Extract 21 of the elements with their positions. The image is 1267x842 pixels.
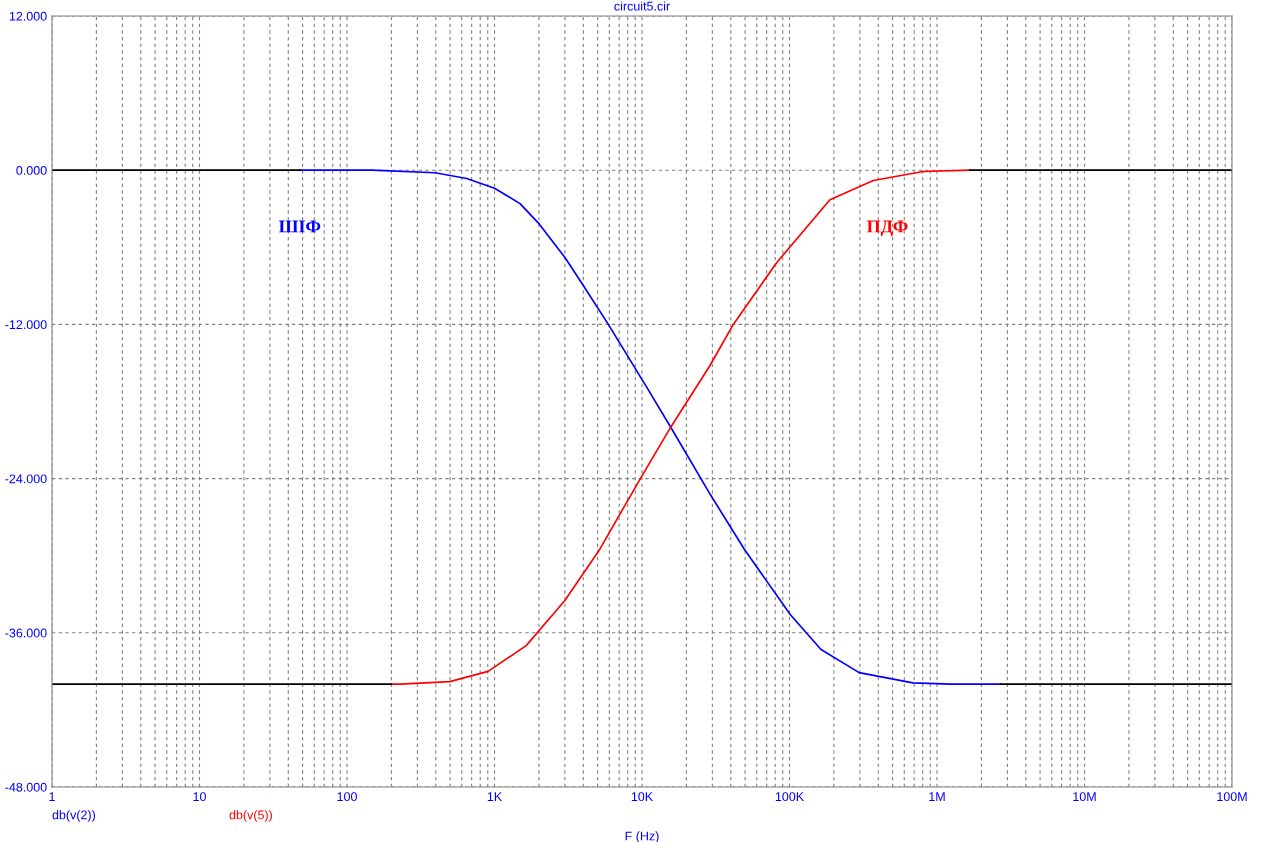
x-axis-title: F (Hz) xyxy=(625,831,659,842)
y-tick-label: -48.000 xyxy=(5,782,47,792)
x-tick-label: 1K xyxy=(487,792,502,801)
x-tick-label: 100K xyxy=(775,792,804,802)
text: db(v(5)) xyxy=(229,810,272,822)
x-tick-label: 10M xyxy=(1073,792,1096,802)
y-tick-label: 12.000 xyxy=(9,11,47,21)
x-tick-label: 10 xyxy=(193,792,206,802)
annotation: ШІФ xyxy=(278,220,321,233)
y-tick-label: 0.000 xyxy=(16,166,47,175)
x-tick-label: 1 xyxy=(49,792,55,801)
x-tick-label: 100M xyxy=(1217,792,1247,802)
chart-title: circuit5.cir xyxy=(614,1,670,11)
y-tick-label: -36.000 xyxy=(5,628,47,638)
x-tick-label: 1M xyxy=(929,792,945,801)
y-tick-label: -24.000 xyxy=(5,474,47,484)
annotation: ПДФ xyxy=(866,220,908,237)
y-tick-label: -12.000 xyxy=(5,320,47,330)
x-tick-label: 100 xyxy=(337,792,357,802)
text: db(v(2)) xyxy=(52,810,95,822)
x-tick-label: 10K xyxy=(631,792,653,802)
